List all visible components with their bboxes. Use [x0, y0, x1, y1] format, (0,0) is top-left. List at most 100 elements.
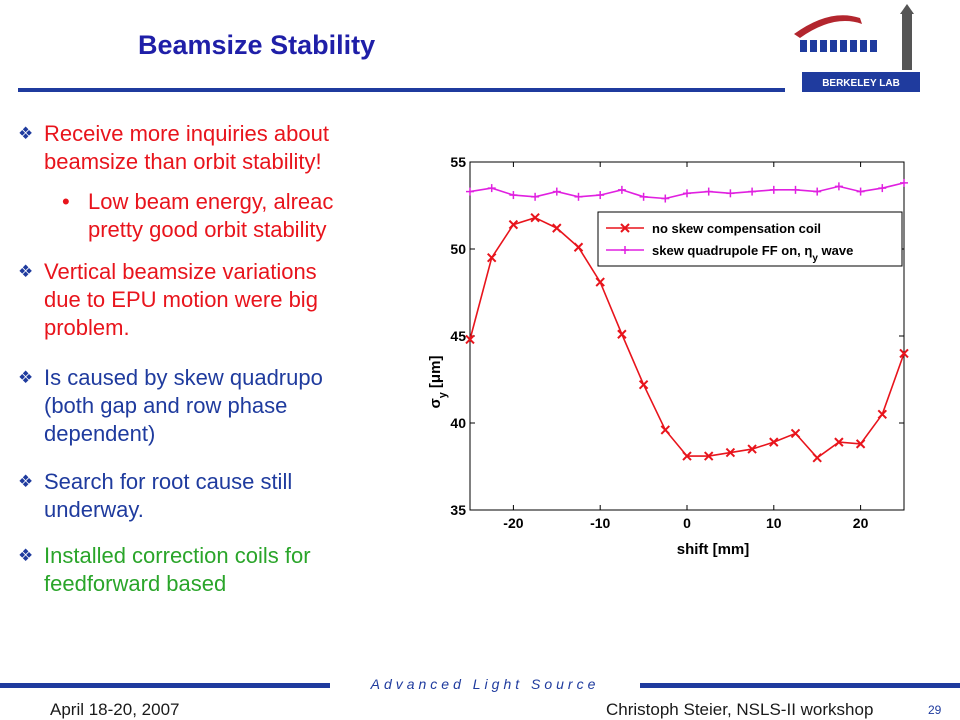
data-point-series-1 — [638, 380, 649, 390]
bullet-3: ❖ Is caused by skew quadrupo (both gap a… — [18, 364, 323, 448]
data-point-series-2 — [596, 191, 605, 200]
y-tick-label: 50 — [450, 241, 466, 257]
title-underline — [18, 88, 785, 92]
footer-rule-right — [640, 683, 960, 688]
diamond-bullet-icon: ❖ — [18, 124, 34, 143]
x-tick-label: -20 — [503, 515, 523, 531]
data-point-series-2 — [661, 194, 670, 203]
footer-center-text: Advanced Light Source — [370, 676, 600, 692]
bullet-5-line-2: feedforward based — [44, 571, 227, 596]
data-point-series-2 — [856, 187, 865, 196]
data-point-series-1 — [790, 428, 801, 439]
data-point-series-2 — [617, 185, 626, 194]
data-point-series-2 — [487, 184, 496, 193]
data-point-series-1 — [703, 451, 714, 461]
x-axis-label: shift [mm] — [677, 541, 750, 558]
data-point-series-2 — [769, 185, 778, 194]
data-point-series-1 — [855, 439, 866, 449]
data-point-series-2 — [704, 187, 713, 196]
data-point-series-1 — [465, 334, 475, 345]
legend-marker-2 — [621, 246, 629, 254]
diamond-bullet-icon: ❖ — [18, 546, 34, 565]
beamsize-chart: -20 -10 0 10 20 35 40 45 50 55 no skew compensati… — [398, 142, 934, 562]
bullet-2: ❖ Vertical beamsize variations due to EP… — [18, 258, 318, 342]
diamond-bullet-icon: ❖ — [18, 472, 34, 491]
legend-label-1: no skew compensation coil — [652, 221, 821, 236]
logo-text: BERKELEY LAB — [822, 78, 900, 89]
data-point-series-1 — [899, 348, 909, 359]
bullet-5-line-1: Installed correction coils for — [44, 543, 311, 568]
data-point-series-1 — [725, 447, 736, 458]
data-point-series-1 — [812, 453, 822, 463]
y-axis-label-symbol: σ — [427, 398, 444, 408]
data-point-series-2 — [639, 192, 648, 201]
legend-label-2: skew quadrupole FF on, ηy wave — [652, 243, 853, 264]
footer-date: April 18-20, 2007 — [50, 700, 180, 719]
legend-box — [597, 211, 903, 267]
data-point-series-2 — [791, 185, 800, 194]
data-point-series-1 — [747, 444, 757, 454]
legend-marker-1 — [620, 223, 630, 233]
data-point-series-2 — [878, 184, 887, 193]
berkeley-lab-logo: BERKELEY LAB — [794, 4, 920, 92]
bullet-1-line-1: Receive more inquiries about — [44, 121, 329, 146]
x-tick-label: 10 — [766, 515, 782, 531]
data-point-series-1 — [769, 437, 779, 447]
data-point-series-2 — [834, 182, 843, 191]
bullet-1-line-2: beamsize than orbit stability! — [44, 149, 322, 174]
data-point-series-2 — [748, 187, 757, 196]
bullet-2-line-2: due to EPU motion were big — [44, 287, 318, 312]
bullet-4: ❖ Search for root cause still underway. — [18, 468, 292, 524]
logo-tower-icon — [902, 14, 912, 70]
data-point-series-2 — [466, 187, 474, 196]
data-point-series-2 — [813, 187, 822, 196]
data-point-series-1 — [508, 219, 519, 230]
footer-rule-left — [0, 683, 330, 688]
bullet-4-line-2: underway. — [44, 497, 144, 522]
data-point-series-2 — [509, 191, 518, 200]
x-tick-label: -10 — [590, 515, 610, 531]
y-tick-label: 45 — [450, 328, 466, 344]
bullet-3-line-2: (both gap and row phase — [44, 393, 288, 418]
data-point-series-1 — [595, 277, 605, 287]
y-tick-label: 55 — [450, 154, 466, 170]
y-tick-label: 35 — [450, 502, 466, 518]
sub-bullet-dot-icon: • — [62, 189, 70, 214]
sub-bullet-1: • Low beam energy, alreac pretty good or… — [62, 188, 333, 244]
slide-title: Beamsize Stability — [138, 30, 376, 60]
data-point-series-1 — [877, 409, 888, 420]
x-tick-label: 0 — [683, 515, 691, 531]
bullet-4-line-1: Search for root cause still — [44, 469, 293, 494]
logo-arc-icon — [794, 15, 862, 38]
x-tick-label: 20 — [853, 515, 869, 531]
data-point-series-1 — [617, 329, 627, 339]
sub-bullet-1-line-1: Low beam energy, alreac — [88, 189, 334, 214]
bullet-2-line-1: Vertical beamsize variations — [44, 259, 317, 284]
data-point-series-2 — [726, 189, 735, 198]
data-point-series-2 — [552, 187, 561, 196]
data-point-series-2 — [531, 192, 540, 201]
data-point-series-1 — [552, 223, 562, 233]
data-point-series-1 — [660, 425, 671, 435]
logo-columns-icon — [800, 40, 877, 52]
page-number: 29 — [928, 703, 942, 717]
data-point-series-2 — [683, 189, 691, 198]
data-point-series-1 — [682, 451, 692, 461]
y-tick-label: 40 — [450, 415, 466, 431]
y-axis-label-unit: [μm] — [427, 356, 444, 389]
data-point-series-1 — [834, 437, 844, 447]
bullet-1: ❖ Receive more inquiries about beamsize … — [18, 120, 329, 176]
sub-bullet-1-line-2: pretty good orbit stability — [88, 217, 327, 242]
svg-text:σy[μm]: σy [μm] — [427, 356, 449, 409]
y-axis-label: σy [μm] — [427, 356, 449, 409]
y-axis-label-subscript: y — [437, 391, 449, 398]
data-point-series-2 — [900, 178, 908, 187]
bullet-3-line-1: Is caused by skew quadrupo — [44, 365, 323, 390]
diamond-bullet-icon: ❖ — [18, 368, 34, 387]
data-point-series-2 — [574, 192, 583, 201]
data-point-series-1 — [573, 242, 584, 252]
diamond-bullet-icon: ❖ — [18, 262, 34, 281]
footer-author: Christoph Steier, NSLS-II workshop — [606, 700, 874, 719]
bullet-5: ❖ Installed correction coils for feedfor… — [18, 542, 311, 598]
data-point-series-1 — [530, 212, 540, 223]
